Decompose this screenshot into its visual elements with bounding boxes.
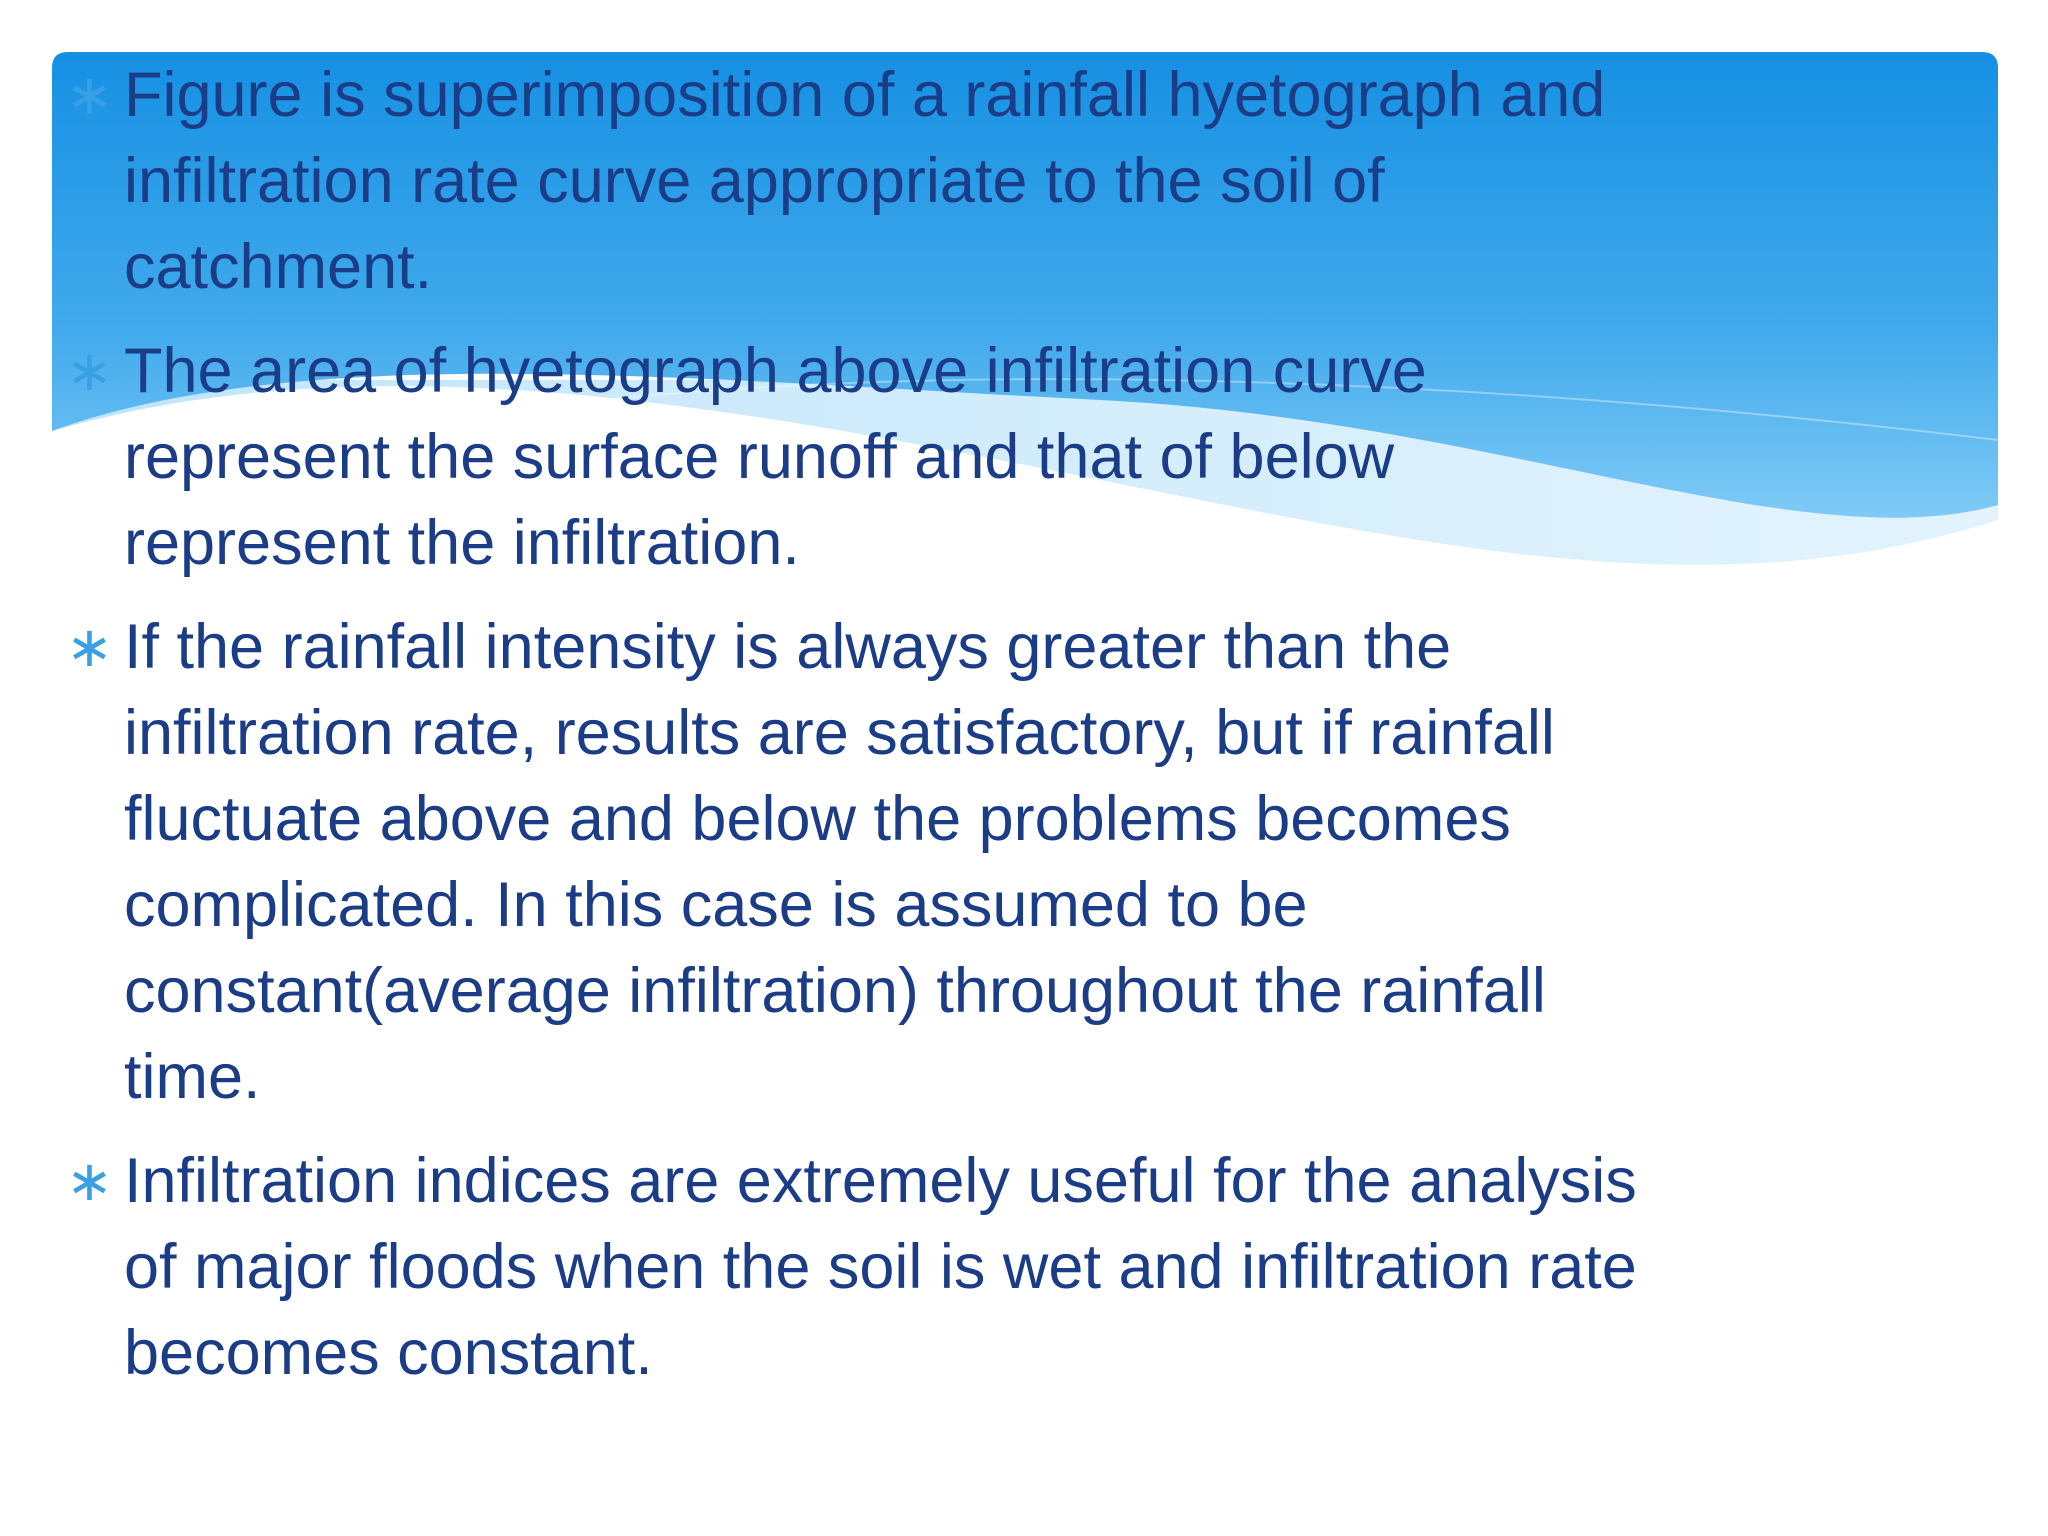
bullet-text-line: constant(average infiltration) throughou…	[124, 956, 1546, 1026]
bullet-mark: ∗	[66, 339, 113, 402]
bullet-text-line: infiltration rate, results are satisfact…	[124, 698, 1555, 768]
bullet-mark: ∗	[66, 63, 113, 126]
bullet-mark: ∗	[66, 615, 113, 678]
bullet-text-line: fluctuate above and below the problems b…	[124, 784, 1511, 854]
bullet-text-line: of major floods when the soil is wet and…	[124, 1232, 1637, 1302]
bullet-text-line: catchment.	[124, 232, 433, 302]
bullet-text-line: If the rainfall intensity is always grea…	[124, 612, 1452, 682]
bullet-text-line: infiltration rate curve appropriate to t…	[124, 146, 1385, 216]
wave-accent	[599, 378, 1999, 441]
bullet-mark: ∗	[66, 1149, 113, 1212]
bullet-text-line: Figure is superimposition of a rainfall …	[124, 60, 1606, 130]
bullet-text-line: time.	[124, 1042, 261, 1112]
bullet-text-line: Infiltration indices are extremely usefu…	[124, 1146, 1637, 1216]
bullet-text-line: represent the surface runoff and that of…	[124, 422, 1395, 492]
bullet-text-line: becomes constant.	[124, 1318, 653, 1388]
bullet-text-line: The area of hyetograph above infiltratio…	[124, 336, 1427, 406]
bullet-text-line: represent the infiltration.	[124, 508, 800, 578]
header-wave	[52, 52, 1998, 518]
bullet-text-line: complicated. In this case is assumed to …	[124, 870, 1308, 940]
